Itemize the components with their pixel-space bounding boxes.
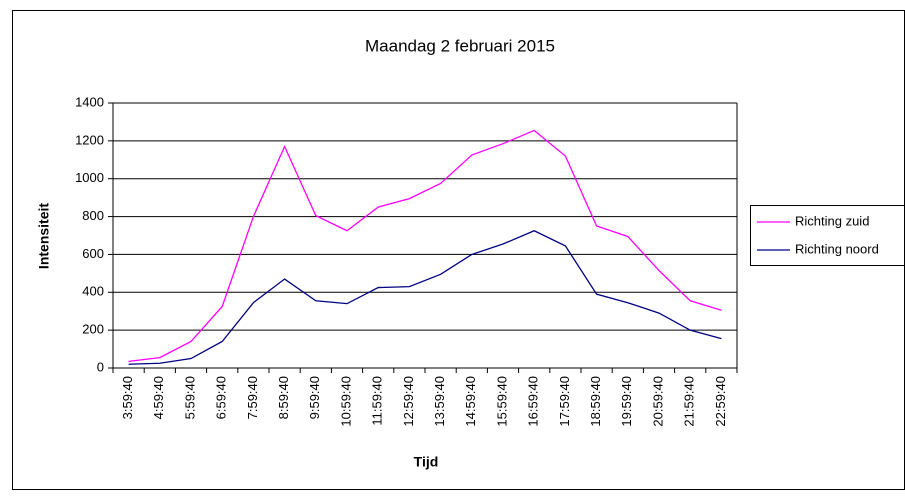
x-tick-label: 5:59:40 xyxy=(182,376,197,419)
x-tick-label: 16:59:40 xyxy=(526,376,541,427)
y-tick-label: 800 xyxy=(82,208,104,223)
y-tick-label: 600 xyxy=(82,246,104,261)
x-tick-label: 3:59:40 xyxy=(120,376,135,419)
x-tick-label: 15:59:40 xyxy=(494,376,509,427)
x-tick-label: 8:59:40 xyxy=(276,376,291,419)
x-tick-label: 7:59:40 xyxy=(245,376,260,419)
x-axis-title: Tijd xyxy=(414,454,439,470)
y-tick-label: 200 xyxy=(82,322,104,337)
y-axis-title: Intensiteit xyxy=(36,203,52,269)
x-tick-label: 18:59:40 xyxy=(588,376,603,427)
x-tick-label: 4:59:40 xyxy=(151,376,166,419)
legend-label: Richting noord xyxy=(795,241,879,256)
series-line xyxy=(128,129,722,363)
x-tick-label: 22:59:40 xyxy=(713,376,728,427)
x-tick-label: 11:59:40 xyxy=(370,376,385,426)
x-tick-label: 20:59:40 xyxy=(650,376,665,427)
series-line xyxy=(128,230,722,365)
chart-title: Maandag 2 februari 2015 xyxy=(365,36,555,55)
x-tick-label: 13:59:40 xyxy=(432,376,447,427)
x-tick-label: 10:59:40 xyxy=(338,376,353,427)
y-tick-label: 1000 xyxy=(75,170,104,185)
y-tick-label: 400 xyxy=(82,284,104,299)
y-tick-label: 0 xyxy=(97,359,104,374)
legend-box xyxy=(750,205,905,266)
x-tick-label: 19:59:40 xyxy=(619,376,634,427)
x-tick-label: 9:59:40 xyxy=(307,376,322,419)
legend-label: Richting zuid xyxy=(795,213,869,228)
x-tick-label: 14:59:40 xyxy=(463,376,478,427)
x-tick-label: 12:59:40 xyxy=(401,376,416,427)
x-tick-label: 6:59:40 xyxy=(214,376,229,419)
x-tick-label: 21:59:40 xyxy=(682,376,697,427)
y-tick-label: 1400 xyxy=(75,94,104,109)
x-tick-label: 17:59:40 xyxy=(557,376,572,427)
y-tick-label: 1200 xyxy=(75,132,104,147)
